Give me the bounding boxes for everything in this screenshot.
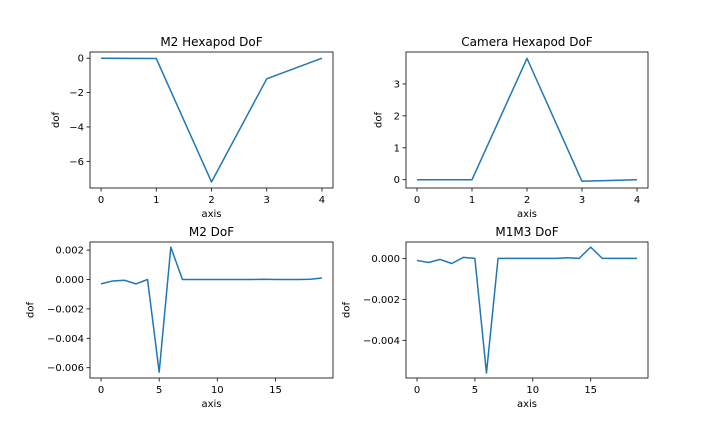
m2-dof-x-tick-label: 0 (98, 385, 104, 396)
m2-dof-x-tick-label: 10 (211, 385, 224, 396)
m2-dof-series-line (100, 246, 323, 373)
m2-dof-x-tick-label: 15 (269, 385, 282, 396)
camera-hexapod-x-tick-label: 3 (579, 195, 585, 206)
camera-hexapod-y-tick-label: 1 (394, 143, 400, 154)
m2-dof-y-axis-label: dof (26, 302, 37, 318)
m2-hexapod-title: M2 Hexapod DoF (160, 35, 262, 49)
m2-dof-subplot: 0 5 10 15 0.002 0.000 −0.002 −0.004 −0.006 M2 DoF… (26, 225, 334, 410)
m2-dof-y-tick-label: 0.002 (55, 246, 84, 257)
camera-hexapod-x-tick-label: 1 (469, 195, 475, 206)
m2-hexapod-series-line (101, 57, 323, 183)
m1m3-dof-series-line (416, 246, 637, 374)
m2-dof-title: M2 DoF (189, 225, 234, 239)
camera-hexapod-y-tick-label: 3 (394, 79, 400, 90)
camera-hexapod-subplot: 0 1 2 3 4 0 1 2 3 Camera Hexapod DoF axis dof (374, 35, 649, 220)
m1m3-dof-subplot: 0 5 10 15 0.000 −0.002 −0.004 M1M3 DoF axis dof (342, 225, 649, 410)
camera-hexapod-x-tick-label: 2 (524, 195, 530, 206)
m2-hexapod-y-tick-label: −4 (69, 122, 84, 133)
camera-hexapod-x-tick-label: 0 (414, 195, 420, 206)
m2-dof-y-tick-label: −0.004 (47, 334, 84, 345)
camera-hexapod-axes-frame (405, 51, 649, 189)
m1m3-dof-x-tick-label: 0 (414, 385, 420, 396)
m2-dof-y-tick-label: −0.002 (47, 304, 84, 315)
m2-hexapod-x-tick-label: 2 (208, 195, 214, 206)
m1m3-dof-y-tick-label: 0.000 (371, 254, 400, 265)
m2-hexapod-y-tick-label: −2 (69, 88, 84, 99)
camera-hexapod-y-tick-label: 2 (394, 111, 400, 122)
m1m3-dof-x-tick-label: 10 (526, 385, 539, 396)
m2-hexapod-x-tick-label: 3 (264, 195, 270, 206)
m1m3-dof-y-tick-label: −0.002 (363, 295, 400, 306)
camera-hexapod-y-axis-label: dof (374, 112, 385, 128)
camera-hexapod-series-line (417, 57, 638, 183)
m1m3-dof-axes-frame (405, 241, 649, 379)
m2-hexapod-y-tick-label: −6 (69, 157, 84, 168)
m2-dof-y-tick-label: 0.000 (55, 275, 84, 286)
m2-hexapod-y-tick-label: 0 (78, 54, 84, 65)
m1m3-dof-y-tick-label: −0.004 (363, 336, 400, 347)
m2-hexapod-x-axis-label: axis (201, 209, 221, 220)
m2-dof-y-tick-label: −0.006 (47, 363, 84, 374)
camera-hexapod-x-tick-label: 4 (634, 195, 640, 206)
m2-hexapod-x-tick-label: 1 (153, 195, 159, 206)
m2-dof-x-axis-label: axis (201, 399, 221, 410)
m2-hexapod-subplot: 0 1 2 3 4 0 −2 −4 −6 M2 Hexapod DoF axis dof (51, 35, 334, 220)
m1m3-dof-title: M1M3 DoF (495, 225, 558, 239)
m2-hexapod-axes-frame (89, 51, 334, 189)
m2-dof-axes-frame (89, 241, 334, 379)
m2-dof-x-tick-label: 5 (156, 385, 162, 396)
m1m3-dof-y-axis-label: dof (342, 302, 353, 318)
m1m3-dof-x-tick-label: 15 (584, 385, 597, 396)
m1m3-dof-x-tick-label: 5 (472, 385, 478, 396)
m2-hexapod-x-tick-label: 0 (98, 195, 104, 206)
m1m3-dof-x-axis-label: axis (517, 399, 537, 410)
camera-hexapod-y-tick-label: 0 (394, 175, 400, 186)
m2-hexapod-x-tick-label: 4 (319, 195, 325, 206)
camera-hexapod-x-axis-label: axis (517, 209, 537, 220)
m2-hexapod-y-axis-label: dof (51, 112, 62, 128)
camera-hexapod-title: Camera Hexapod DoF (461, 35, 593, 49)
